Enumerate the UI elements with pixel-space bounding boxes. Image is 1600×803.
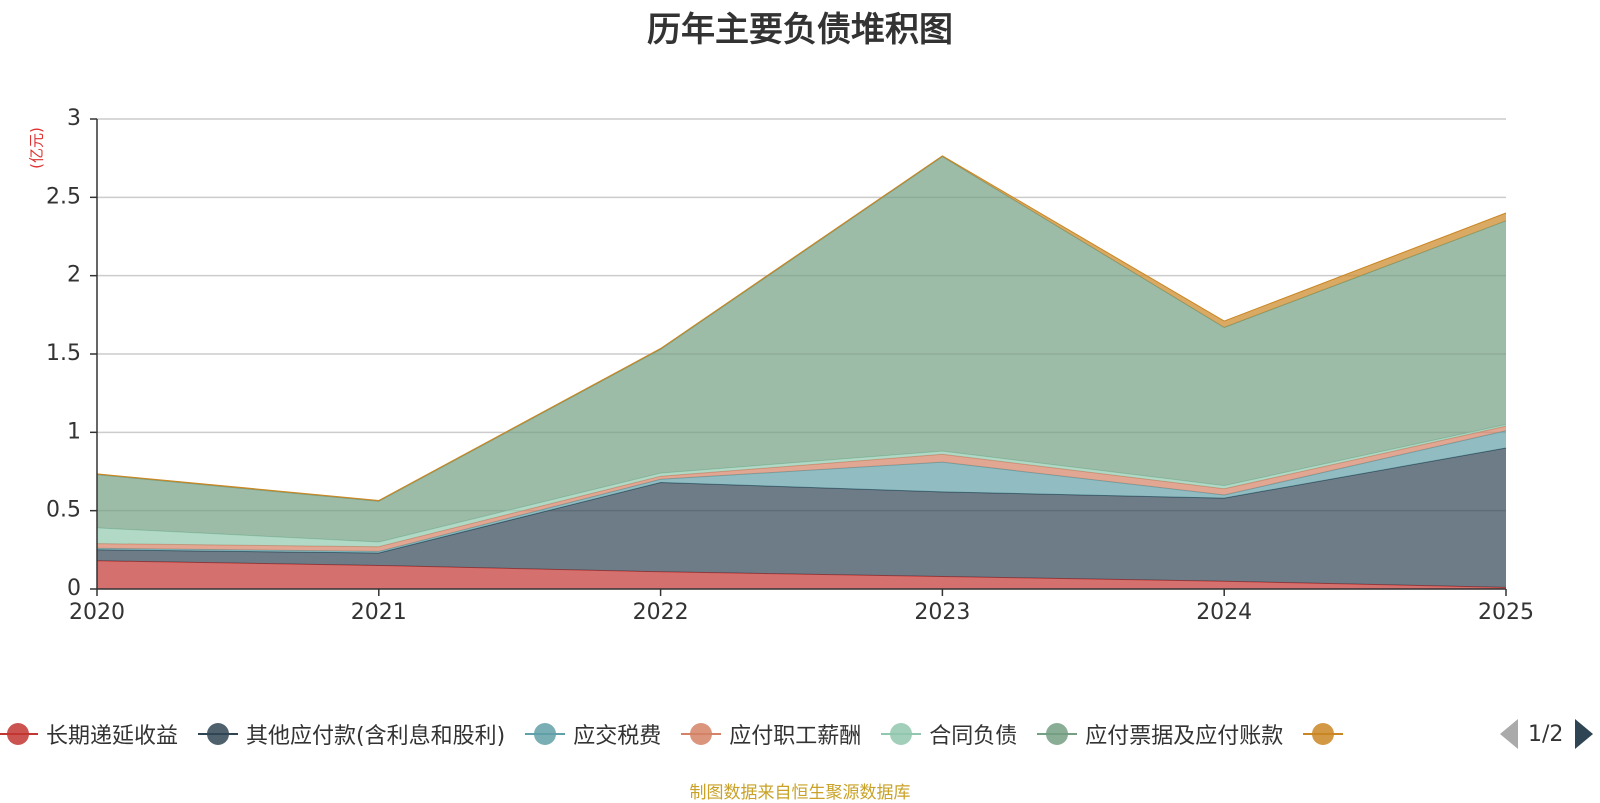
legend-item[interactable]: 应付职工薪酬 bbox=[681, 718, 861, 750]
legend-item[interactable]: 合同负债 bbox=[881, 718, 1017, 750]
legend-label: 长期递延收益 bbox=[46, 724, 179, 749]
legend-symbol-icon bbox=[525, 722, 566, 746]
legend-page-indicator: 1/2 bbox=[1528, 721, 1564, 747]
x-tick-label: 2020 bbox=[69, 600, 125, 625]
y-tick-label: 2.5 bbox=[46, 184, 81, 209]
legend-prev-icon[interactable] bbox=[1500, 719, 1518, 749]
legend-item[interactable]: 应交税费 bbox=[525, 718, 661, 750]
x-tick-label: 2023 bbox=[914, 600, 970, 625]
legend-symbol-icon bbox=[0, 722, 38, 746]
legend-symbol-icon bbox=[681, 722, 722, 746]
y-tick-label: 2 bbox=[67, 263, 81, 288]
legend-item[interactable]: 应付票据及应付账款 bbox=[1037, 718, 1283, 750]
legend-pager: 1/2 bbox=[1500, 718, 1594, 750]
y-tick-label: 1.5 bbox=[46, 341, 81, 366]
legend-symbol-icon bbox=[1037, 722, 1078, 746]
legend-label: 其他应付款(含利息和股利) bbox=[246, 724, 506, 749]
legend-label: 合同负债 bbox=[929, 724, 1018, 749]
y-axis-unit-label: (亿元) bbox=[27, 127, 46, 169]
series-area bbox=[97, 156, 1506, 542]
legend-items: 长期递延收益 其他应付款(含利息和股利) 应交税费 应付职工薪酬 合同负债 应付票据及应付… bbox=[0, 718, 1470, 750]
legend-label: 应付票据及应付账款 bbox=[1085, 724, 1284, 749]
y-tick-label: 3 bbox=[67, 106, 81, 131]
data-source-note: 制图数据来自恒生聚源数据库 bbox=[689, 783, 911, 803]
legend-next-icon[interactable] bbox=[1575, 719, 1594, 749]
legend-symbol-icon bbox=[881, 722, 922, 746]
series-area bbox=[97, 448, 1506, 588]
legend-symbol-icon bbox=[1303, 722, 1344, 746]
y-tick-label: 1 bbox=[67, 419, 81, 444]
legend-item[interactable]: 其他应付款(含利息和股利) bbox=[198, 718, 505, 750]
area-series bbox=[96, 155, 1507, 589]
legend-item[interactable]: 长期递延收益 bbox=[0, 718, 178, 750]
x-tick-label: 2024 bbox=[1196, 600, 1252, 625]
legend: 长期递延收益 其他应付款(含利息和股利) 应交税费 应付职工薪酬 合同负债 应付票据及应付… bbox=[0, 718, 1600, 750]
y-tick-label: 0 bbox=[67, 576, 81, 601]
x-tick-label: 2022 bbox=[633, 600, 689, 625]
legend-item[interactable] bbox=[1303, 718, 1351, 750]
series-line bbox=[96, 155, 1507, 502]
legend-label: 应付职工薪酬 bbox=[729, 724, 862, 749]
chart-title: 历年主要负债堆积图 bbox=[647, 10, 953, 50]
y-tick-label: 0.5 bbox=[46, 498, 81, 523]
legend-symbol-icon bbox=[198, 722, 239, 746]
y-axis-unit: (亿元) bbox=[22, 118, 50, 178]
x-tick-label: 2021 bbox=[351, 600, 407, 625]
x-tick-label: 2025 bbox=[1478, 600, 1534, 625]
series-area bbox=[97, 560, 1506, 589]
legend-label: 应交税费 bbox=[573, 724, 662, 749]
axes: 0 0.5 1 1.5 2 2.5 3 2020 2021 2022 2023 2024 2025 bbox=[46, 106, 1534, 625]
